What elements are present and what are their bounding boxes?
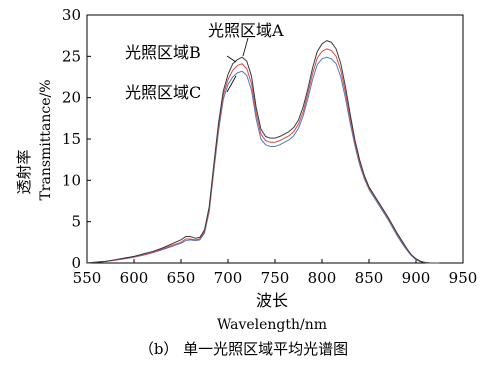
y-axis-title-en: Transmittance/%	[38, 79, 54, 200]
x-tick-label: 850	[355, 269, 384, 287]
y-tick-label: 10	[62, 171, 81, 189]
x-tick-label: 650	[167, 269, 196, 287]
annotation-label-a: 光照区域A	[208, 21, 284, 40]
x-axis-title-cn: 波长	[256, 291, 288, 310]
y-tick-label: 15	[62, 130, 81, 148]
annotation-leader-a	[242, 37, 249, 57]
x-tick-label: 750	[261, 269, 290, 287]
y-tick-label: 25	[62, 47, 81, 65]
y-tick-label: 5	[71, 213, 81, 231]
annotation-label-b: 光照区域B	[125, 43, 201, 62]
series-line-a	[86, 40, 440, 264]
y-axis-title-cn: 透射率	[15, 149, 33, 194]
series-line-b	[86, 48, 440, 264]
x-axis-title-en: Wavelength/nm	[217, 317, 327, 333]
figure-caption: （b） 单一光照区域平均光谱图	[138, 340, 349, 358]
x-tick-label: 800	[308, 269, 337, 287]
y-tick-label: 30	[62, 6, 81, 24]
series-layer	[86, 40, 440, 264]
annotation-label-c: 光照区域C	[125, 83, 201, 102]
x-tick-label: 600	[120, 269, 149, 287]
x-tick-label: 900	[402, 269, 431, 287]
y-tick-label: 20	[62, 89, 81, 107]
series-line-c	[86, 56, 440, 264]
y-axis-ticks: 0 5 10 15 20 25 30	[62, 6, 91, 272]
y-tick-label: 0	[71, 254, 81, 272]
x-axis-ticks: 550 600 650 700 750 800 850 900 950	[73, 259, 478, 287]
annotation-leader-c	[226, 75, 237, 93]
x-tick-label: 550	[73, 269, 102, 287]
x-tick-label: 950	[449, 269, 478, 287]
annotation-leader-b	[226, 55, 237, 63]
x-tick-label: 700	[214, 269, 243, 287]
